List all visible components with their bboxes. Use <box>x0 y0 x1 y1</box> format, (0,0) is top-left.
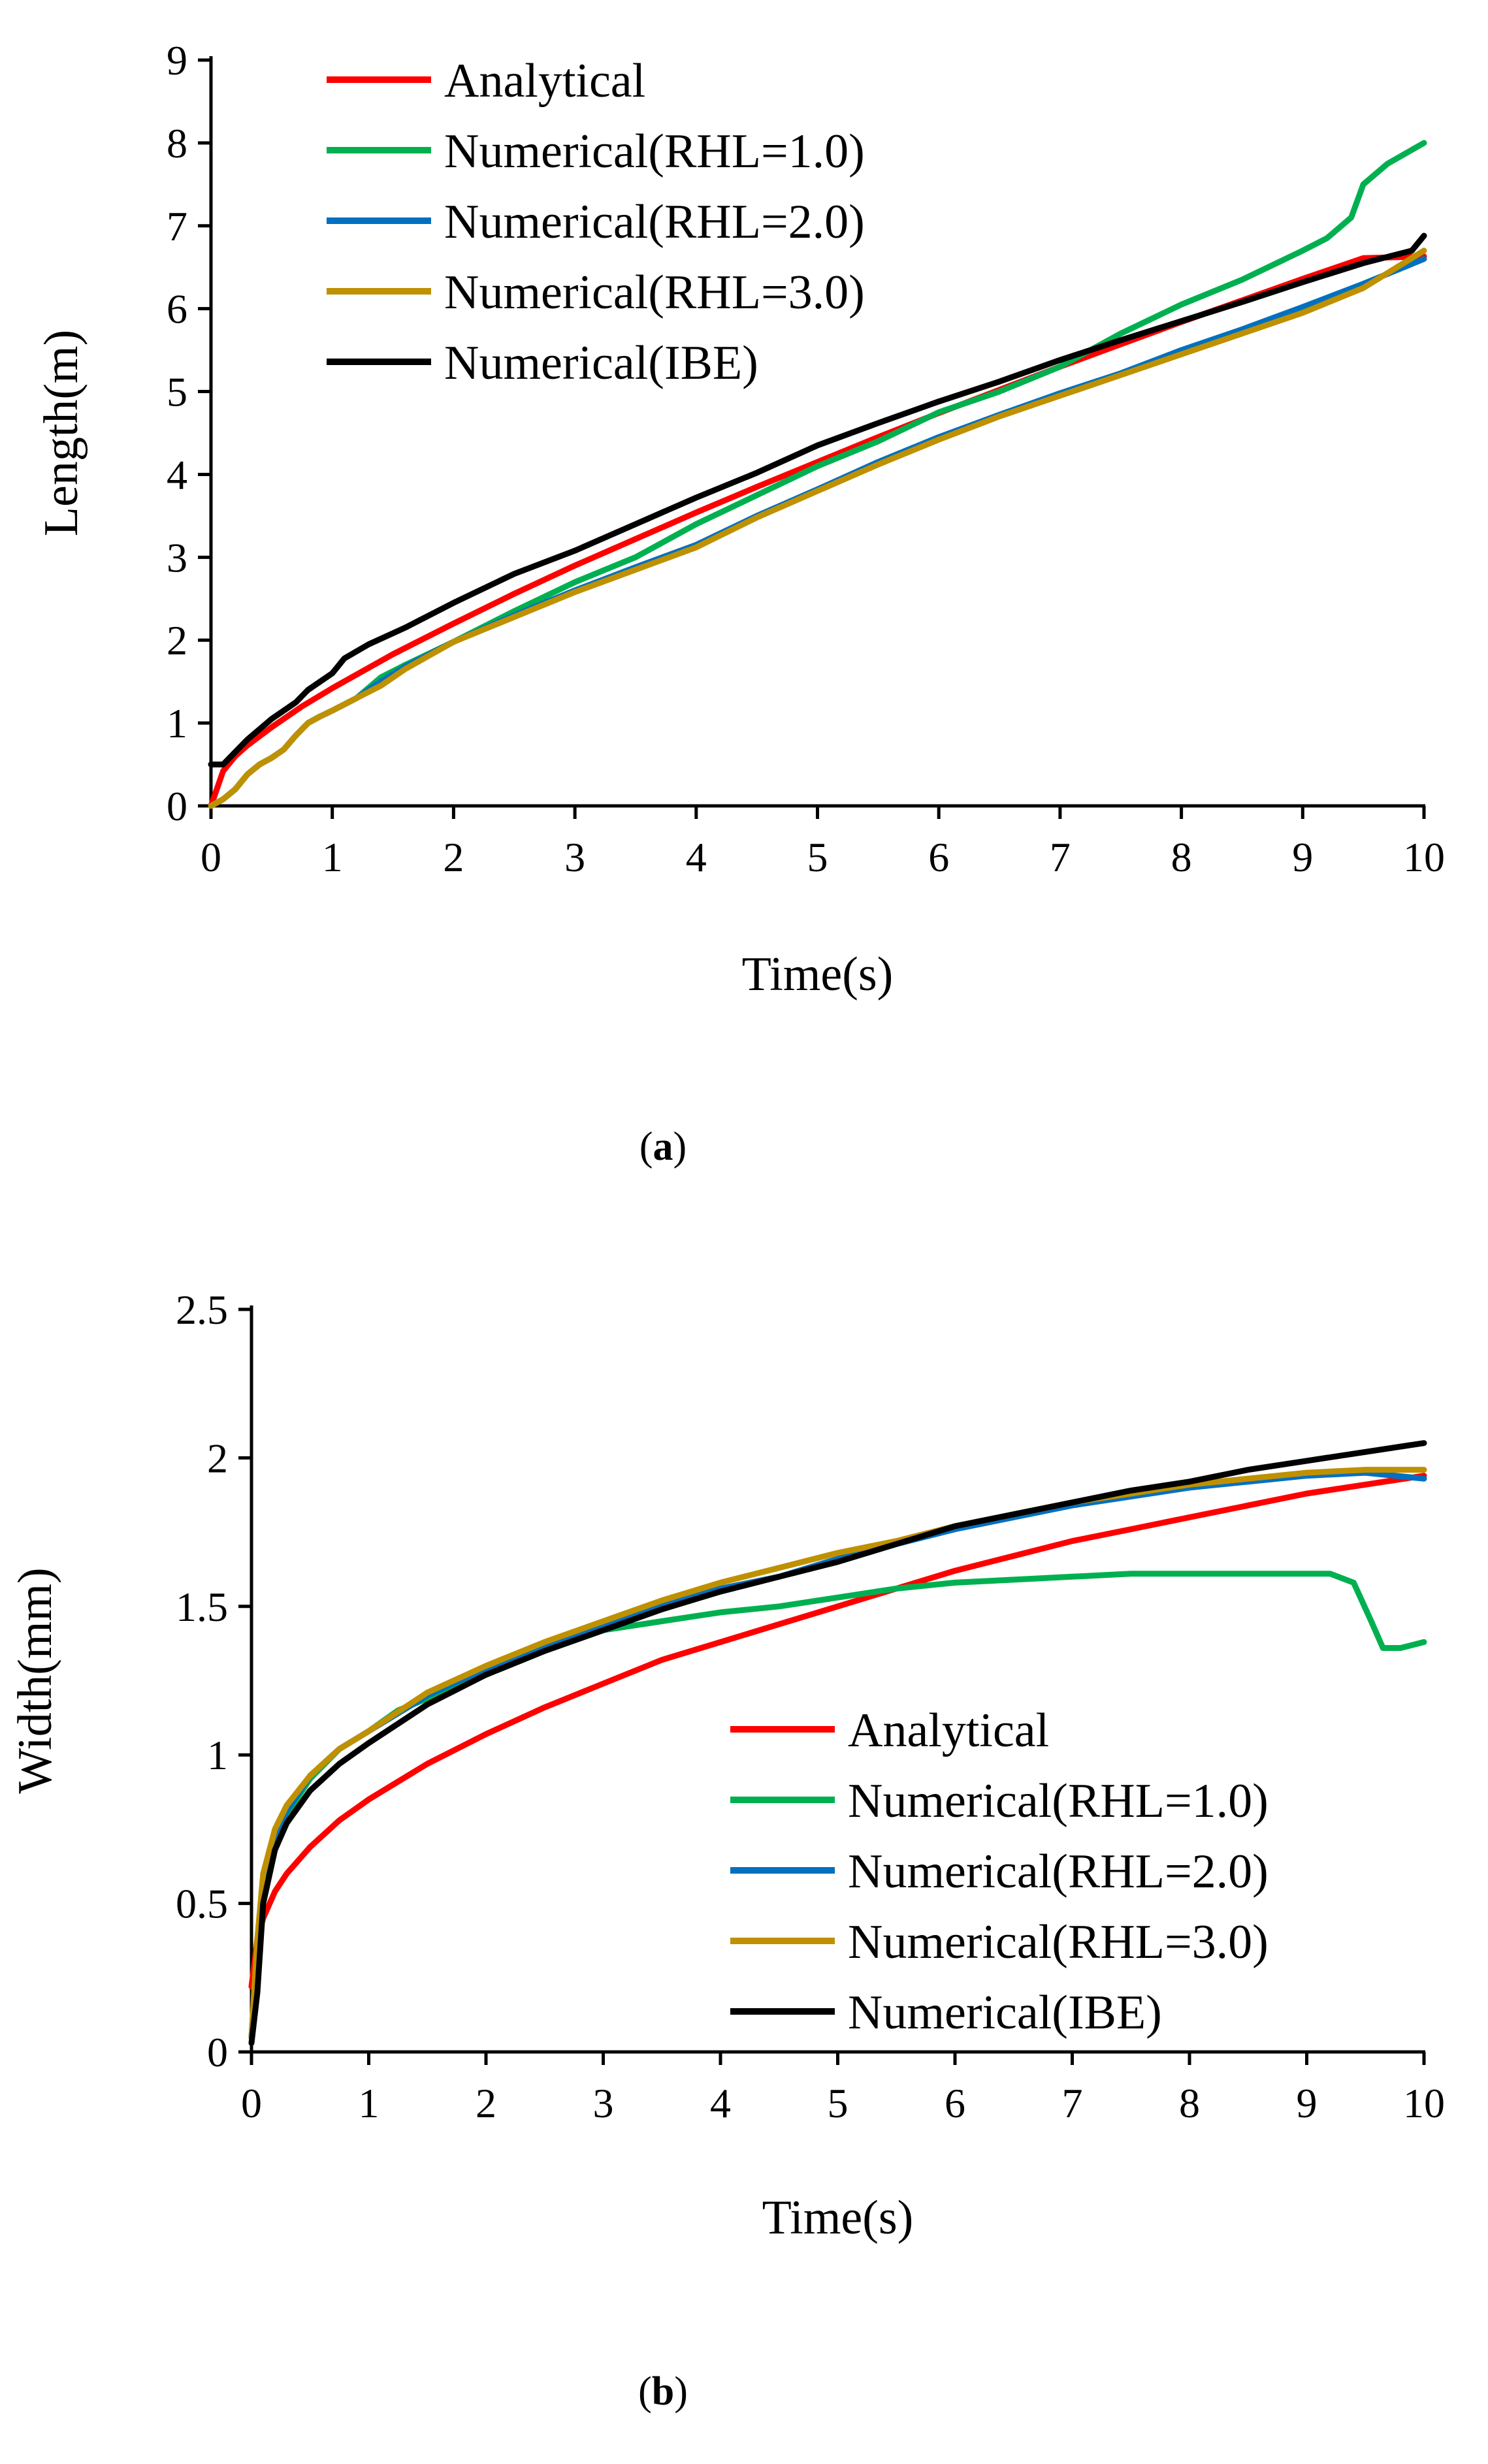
chart-a-series-numerical-rhl-2-0 <box>208 256 1427 809</box>
chart-a-y-tick-label: 9 <box>167 37 187 84</box>
chart-b-caption-close: ) <box>674 2369 688 2414</box>
chart-a-x-tick-label: 0 <box>201 834 221 880</box>
chart-a-caption-open: ( <box>639 1125 653 1169</box>
chart-b-y-tick-label: 1 <box>207 1732 228 1778</box>
chart-b-y-tick-label: 0.5 <box>176 1881 228 1927</box>
chart-b-y-tick-label: 2.5 <box>176 1287 228 1333</box>
chart-b-legend-label-numerical-rhl-1-0: Numerical(RHL=1.0) <box>848 1774 1269 1828</box>
chart-a-y-tick-label: 5 <box>167 369 187 415</box>
chart-a-y-tick-label: 2 <box>167 617 187 664</box>
chart-b-x-tick-label: 1 <box>359 2080 380 2126</box>
chart-a-x-tick-label: 6 <box>928 834 949 880</box>
chart-a-y-axis-title: Length(m) <box>35 330 88 536</box>
chart-a-legend-label-numerical-rhl-2-0: Numerical(RHL=2.0) <box>444 195 865 249</box>
chart-b-x-tick-label: 6 <box>945 2080 965 2126</box>
chart-a-y-tick-label: 4 <box>167 451 187 498</box>
chart-a-caption-letter: a <box>653 1125 673 1169</box>
chart-a-y-tick-label: 7 <box>167 203 187 249</box>
chart-a-x-tick-label: 5 <box>807 834 828 880</box>
chart-b-series-numerical-ibe <box>248 1440 1427 2046</box>
chart-a-x-tick-label: 9 <box>1292 834 1313 880</box>
chart-b-legend-label-numerical-ibe: Numerical(IBE) <box>848 1986 1162 2040</box>
chart-b-x-tick-label: 5 <box>828 2080 849 2126</box>
chart-b-legend: Analytical Numerical(RHL=1.0) Numerical(RH… <box>730 1704 1269 2040</box>
chart-a-legend-label-numerical-ibe: Numerical(IBE) <box>444 336 758 390</box>
chart-b-x-axis-title: Time(s) <box>762 2191 914 2245</box>
chart-a-caption-close: ) <box>673 1125 687 1169</box>
chart-b-y-tick-label: 1.5 <box>176 1584 228 1630</box>
chart-a-caption: (a) <box>639 1125 687 1169</box>
chart-b-caption-open: ( <box>638 2369 652 2414</box>
chart-a-x-tick-label: 2 <box>443 834 464 880</box>
chart-width-vs-time: 0 1 2 3 4 5 6 7 8 9 10 0 0.5 1 1.5 2 2.5 Analytical Numeri… <box>8 1287 1445 2414</box>
chart-b-x-tick-label: 0 <box>241 2080 262 2126</box>
chart-b-legend-label-analytical: Analytical <box>848 1704 1049 1757</box>
chart-b-x-tick-label: 7 <box>1062 2080 1083 2126</box>
chart-a-x-axis-title: Time(s) <box>742 948 894 1001</box>
chart-a-x-tick-label: 7 <box>1050 834 1071 880</box>
chart-a-legend-label-analytical: Analytical <box>444 54 645 108</box>
chart-b-x-tick-label: 2 <box>476 2080 496 2126</box>
chart-b-x-tick-label: 9 <box>1297 2080 1318 2126</box>
chart-b-x-tick-label: 10 <box>1403 2080 1445 2126</box>
chart-b-x-tick-label: 4 <box>710 2080 731 2126</box>
chart-b-caption-letter: b <box>652 2369 674 2414</box>
chart-b-series-analytical <box>248 1473 1427 1990</box>
chart-a-series-numerical-ibe <box>208 232 1427 768</box>
chart-a-x-tick-label: 4 <box>686 834 707 880</box>
chart-a-y-tick-label: 3 <box>167 534 187 581</box>
chart-b-y-tick-label: 0 <box>207 2029 228 2075</box>
chart-a-x-tick-label: 1 <box>322 834 343 880</box>
chart-b-x-tick-label: 8 <box>1179 2080 1200 2126</box>
chart-a-x-tick-label: 3 <box>564 834 585 880</box>
chart-a-y-tick-label: 6 <box>167 286 187 332</box>
chart-b-y-tick-label: 2 <box>207 1435 228 1481</box>
chart-a-series-numerical-rhl-3-0 <box>208 248 1427 809</box>
chart-a-x-tick-label: 8 <box>1171 834 1192 880</box>
chart-a-y-tick-label: 8 <box>167 120 187 167</box>
chart-a-legend-label-numerical-rhl-1-0: Numerical(RHL=1.0) <box>444 125 865 178</box>
chart-a-series-analytical <box>208 253 1427 809</box>
chart-b-legend-label-numerical-rhl-3-0: Numerical(RHL=3.0) <box>848 1915 1269 1969</box>
chart-length-vs-time: 0 1 2 3 4 5 6 7 8 9 10 0 1 2 3 4 5 6 7 8 9 Analytical Numerica… <box>35 37 1445 1169</box>
chart-b-caption: (b) <box>638 2369 688 2414</box>
chart-a-legend: Analytical Numerical(RHL=1.0) Numerical(RH… <box>327 54 865 390</box>
chart-a-legend-label-numerical-rhl-3-0: Numerical(RHL=3.0) <box>444 266 865 319</box>
chart-a-x-tick-label: 10 <box>1403 834 1445 880</box>
chart-a-y-tick-label: 1 <box>167 700 187 746</box>
chart-b-x-tick-label: 3 <box>593 2080 614 2126</box>
chart-b-y-axis-title: Width(mm) <box>8 1567 62 1793</box>
chart-a-y-tick-label: 0 <box>167 783 187 829</box>
chart-b-legend-label-numerical-rhl-2-0: Numerical(RHL=2.0) <box>848 1845 1269 1898</box>
